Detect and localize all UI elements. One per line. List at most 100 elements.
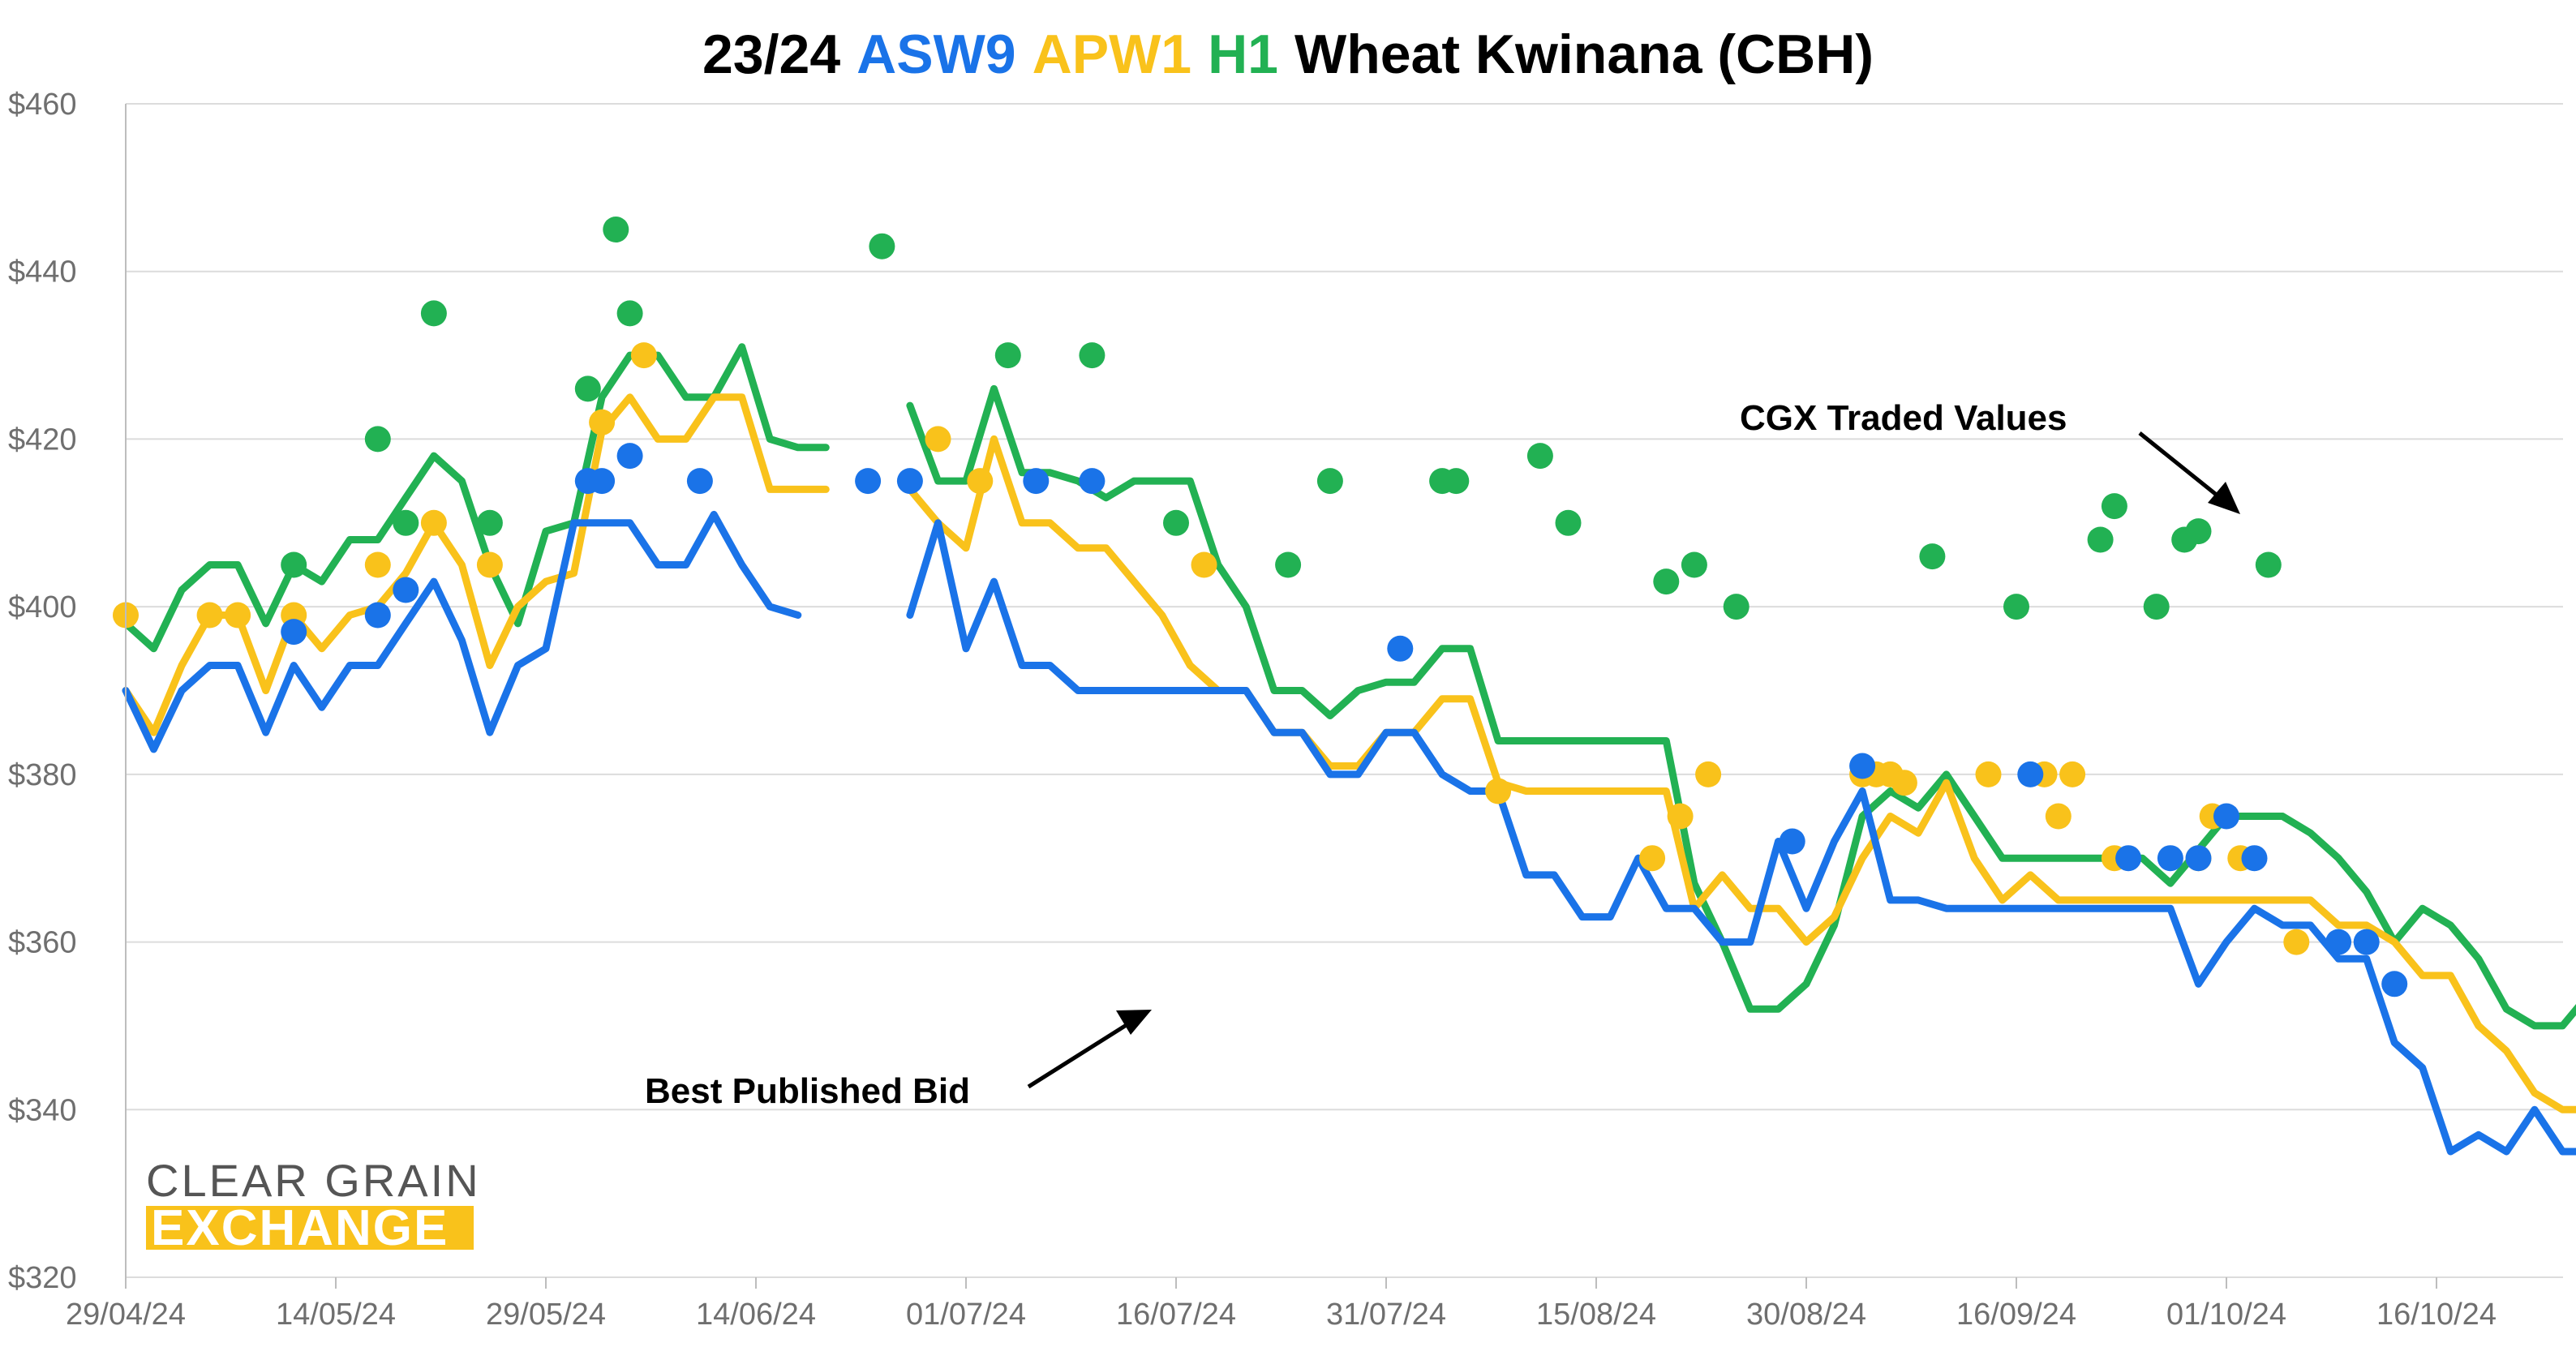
y-tick-label: $340 — [8, 1093, 77, 1127]
traded-point-asw9 — [2381, 971, 2408, 997]
traded-point-apw1 — [1891, 770, 1917, 796]
traded-point-asw9 — [2213, 803, 2239, 830]
traded-point-h1 — [364, 426, 391, 453]
traded-point-asw9 — [2325, 929, 2352, 955]
traded-point-h1 — [420, 300, 447, 327]
traded-point-h1 — [616, 300, 643, 327]
annotation-traded-label: CGX Traded Values — [1740, 398, 2067, 438]
traded-point-asw9 — [2017, 761, 2044, 787]
traded-point-asw9 — [2353, 929, 2380, 955]
traded-point-h1 — [2255, 551, 2282, 578]
annotation-bid-arrowhead — [1116, 1010, 1152, 1035]
traded-point-apw1 — [1485, 778, 1512, 804]
traded-point-asw9 — [1079, 468, 1106, 495]
x-tick-label: 16/07/24 — [1116, 1298, 1236, 1332]
traded-point-h1 — [393, 509, 419, 536]
traded-point-h1 — [1443, 468, 1470, 495]
traded-point-apw1 — [196, 602, 223, 629]
traded-point-asw9 — [2115, 845, 2142, 872]
traded-point-h1 — [994, 342, 1021, 369]
axis-layer: $320 $340 $360 $380 $400 $420 $440 $460 29/04/24… — [8, 88, 2497, 1332]
traded-point-apw1 — [925, 426, 951, 453]
x-tick-label: 16/10/24 — [2376, 1298, 2497, 1332]
x-tick-label: 14/06/24 — [696, 1298, 816, 1332]
traded-point-h1 — [1653, 568, 1680, 595]
y-tick-label: $460 — [8, 88, 77, 122]
x-tick-label: 31/07/24 — [1326, 1298, 1446, 1332]
traded-point-asw9 — [616, 443, 643, 470]
traded-point-h1 — [1526, 443, 1553, 470]
annotation-bid-arrow — [1027, 1019, 1133, 1089]
logo-line2: EXCHANGE — [151, 1200, 449, 1256]
traded-point-h1 — [1723, 594, 1750, 620]
traded-point-h1 — [1919, 543, 1946, 570]
annotation-traded: CGX Traded Values — [1740, 398, 2240, 514]
annotation-traded-arrow — [2138, 431, 2228, 504]
y-tick-label: $420 — [8, 423, 77, 457]
x-tick-label: 01/10/24 — [2166, 1298, 2286, 1332]
traded-point-asw9 — [2241, 845, 2268, 872]
traded-point-h1 — [1163, 509, 1189, 536]
traded-point-h1 — [1555, 509, 1582, 536]
traded-point-asw9 — [364, 602, 391, 629]
point-layer — [113, 217, 2408, 997]
grid-layer — [126, 103, 2563, 1278]
traded-point-asw9 — [1023, 468, 1050, 495]
traded-point-apw1 — [2283, 929, 2310, 955]
traded-point-asw9 — [2157, 845, 2183, 872]
y-tick-label: $320 — [8, 1261, 77, 1295]
traded-point-h1 — [2101, 493, 2127, 520]
traded-point-h1 — [1275, 551, 1302, 578]
traded-point-h1 — [1079, 342, 1106, 369]
traded-point-h1 — [2143, 594, 2170, 620]
title-part-location: Wheat Kwinana (CBH) — [1294, 24, 1874, 85]
traded-point-h1 — [2087, 526, 2114, 553]
traded-point-apw1 — [364, 551, 391, 578]
logo: CLEAR GRAIN EXCHANGE — [146, 1155, 481, 1256]
traded-point-h1 — [574, 375, 601, 402]
traded-point-asw9 — [855, 468, 882, 495]
chart-title: 23/24 ASW9 APW1 H1 Wheat Kwinana (CBH) — [0, 23, 2576, 86]
x-tick-label: 15/08/24 — [1536, 1298, 1656, 1332]
annotation-bid: Best Published Bid — [645, 1010, 1152, 1111]
series-line-h1 — [122, 343, 2576, 1030]
traded-point-asw9 — [589, 468, 616, 495]
y-tick-label: $400 — [8, 590, 77, 624]
traded-point-h1 — [281, 551, 307, 578]
logo-line1: CLEAR GRAIN — [146, 1155, 481, 1206]
x-tick-label: 14/05/24 — [276, 1298, 396, 1332]
traded-point-h1 — [1316, 468, 1343, 495]
annotation-bid-label: Best Published Bid — [645, 1071, 970, 1111]
title-part-season: 23/24 — [702, 24, 841, 85]
traded-point-asw9 — [2185, 845, 2212, 872]
traded-point-apw1 — [420, 509, 447, 536]
traded-point-apw1 — [2045, 803, 2072, 830]
traded-point-asw9 — [393, 577, 419, 603]
traded-point-apw1 — [476, 551, 503, 578]
traded-point-apw1 — [1639, 845, 1666, 872]
y-tick-label: $380 — [8, 758, 77, 792]
series-layer — [122, 343, 2576, 1156]
traded-point-asw9 — [1849, 753, 1876, 779]
series-line-apw1 — [122, 393, 2576, 1113]
traded-point-h1 — [476, 509, 503, 536]
annotation-traded-arrowhead — [2208, 482, 2240, 514]
traded-point-asw9 — [1387, 635, 1414, 662]
x-tick-label: 29/04/24 — [66, 1298, 186, 1332]
y-tick-label: $360 — [8, 926, 77, 960]
traded-point-h1 — [2003, 594, 2029, 620]
traded-point-apw1 — [1667, 803, 1694, 830]
traded-point-h1 — [603, 217, 629, 242]
logo-bar — [146, 1206, 474, 1250]
traded-point-h1 — [1681, 551, 1707, 578]
traded-point-asw9 — [1779, 828, 1805, 855]
traded-point-apw1 — [589, 409, 616, 435]
traded-point-apw1 — [1191, 551, 1217, 578]
x-tick-label: 16/09/24 — [1956, 1298, 2076, 1332]
title-part-h1: H1 — [1208, 24, 1279, 85]
x-tick-label: 29/05/24 — [486, 1298, 606, 1332]
traded-point-asw9 — [896, 468, 923, 495]
series-line-asw9 — [122, 510, 2576, 1156]
title-part-apw1: APW1 — [1032, 24, 1192, 85]
